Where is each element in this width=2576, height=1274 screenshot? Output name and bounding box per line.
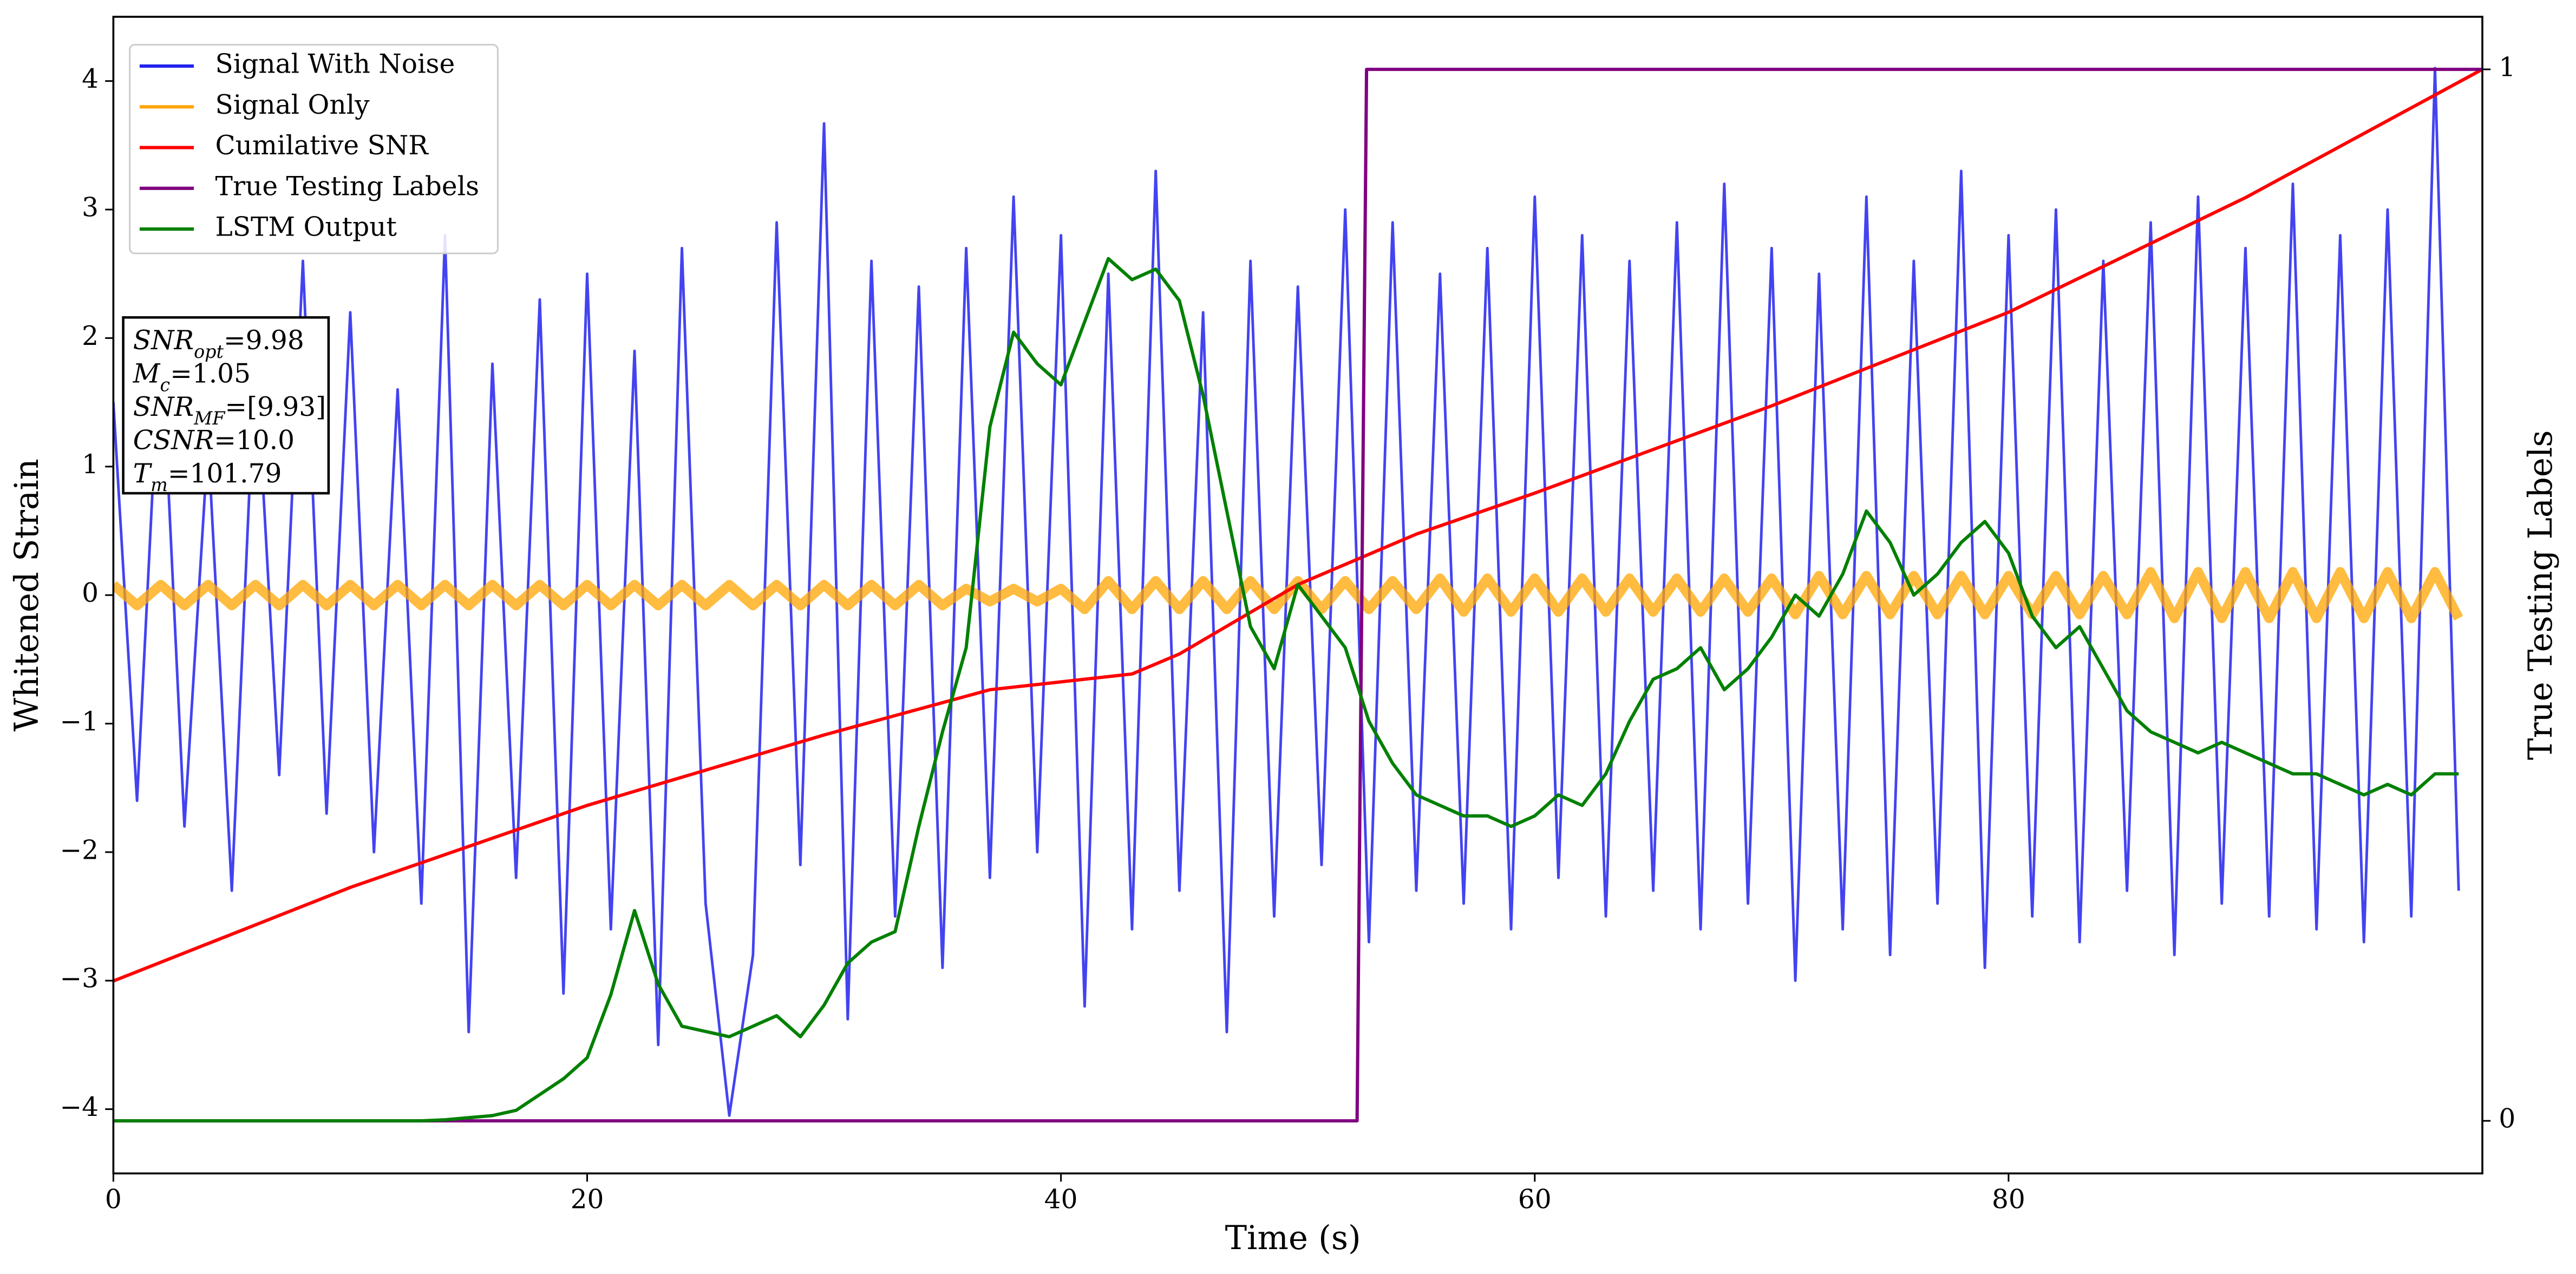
x-tick-label: 80 (1992, 1184, 2025, 1214)
x-tick-label: 20 (571, 1184, 604, 1214)
annotation-line: Mc=1.05 (133, 358, 251, 395)
x-axis-title: Time (s) (1225, 1219, 1361, 1257)
y-tick-label: 2 (82, 321, 99, 351)
annotation-box (122, 316, 330, 495)
annotation-line: Tm=101.79 (133, 459, 282, 495)
annotation-var: T (133, 459, 153, 489)
annotation-sub: opt (194, 341, 224, 362)
legend-label: Cumilative SNR (215, 130, 429, 161)
annotation-line: CSNR=10.0 (133, 425, 295, 455)
series-line (113, 68, 2483, 1123)
annotation-sub: m (151, 474, 168, 495)
annotation-line: SNRMF=[9.93] (133, 392, 326, 429)
y-tick-label: 4 (82, 64, 99, 94)
annotation-text: =9.98 (224, 325, 304, 355)
annotation-sub: c (160, 374, 171, 395)
annotation-var: M (133, 358, 161, 389)
legend-box (129, 44, 499, 254)
y-tick-label: 0 (82, 578, 99, 609)
annotation-text: =101.79 (168, 459, 282, 489)
annotation-text: =1.05 (170, 358, 251, 389)
y-tick-label: −2 (60, 835, 99, 865)
annotation-sub: MF (193, 408, 226, 429)
y-tick-label: −1 (60, 707, 99, 737)
legend-label: Signal With Noise (215, 49, 455, 80)
x-tick-label: 40 (1044, 1184, 1078, 1214)
series-line (113, 68, 2483, 983)
legend-label: Signal Only (215, 90, 370, 120)
annotation-line: SNRopt=9.98 (133, 325, 304, 362)
y2-axis-title: True Testing Labels (2522, 430, 2560, 760)
annotation-var: SNR (133, 392, 194, 422)
annotation-var: SNR (133, 325, 194, 355)
y-tick-label: 3 (82, 193, 99, 223)
y-tick-label: 1 (82, 449, 99, 480)
y-tick-label: −3 (60, 964, 99, 994)
series-line (113, 567, 2463, 623)
legend-label: True Testing Labels (215, 171, 480, 201)
annotation-text: =[9.93] (225, 392, 326, 422)
y2-tick-label: 0 (2499, 1104, 2515, 1134)
series-line (113, 257, 2459, 1123)
y-tick-label: −4 (60, 1092, 99, 1122)
annotation-var: CSNR (133, 425, 214, 455)
x-tick-label: 60 (1518, 1184, 1552, 1214)
y-axis-title: Whitened Strain (8, 459, 46, 731)
legend-label: LSTM Output (215, 212, 397, 243)
y2-tick-label: 1 (2499, 53, 2515, 83)
x-tick-label: 0 (105, 1184, 122, 1214)
annotation-text: =10.0 (214, 425, 295, 455)
